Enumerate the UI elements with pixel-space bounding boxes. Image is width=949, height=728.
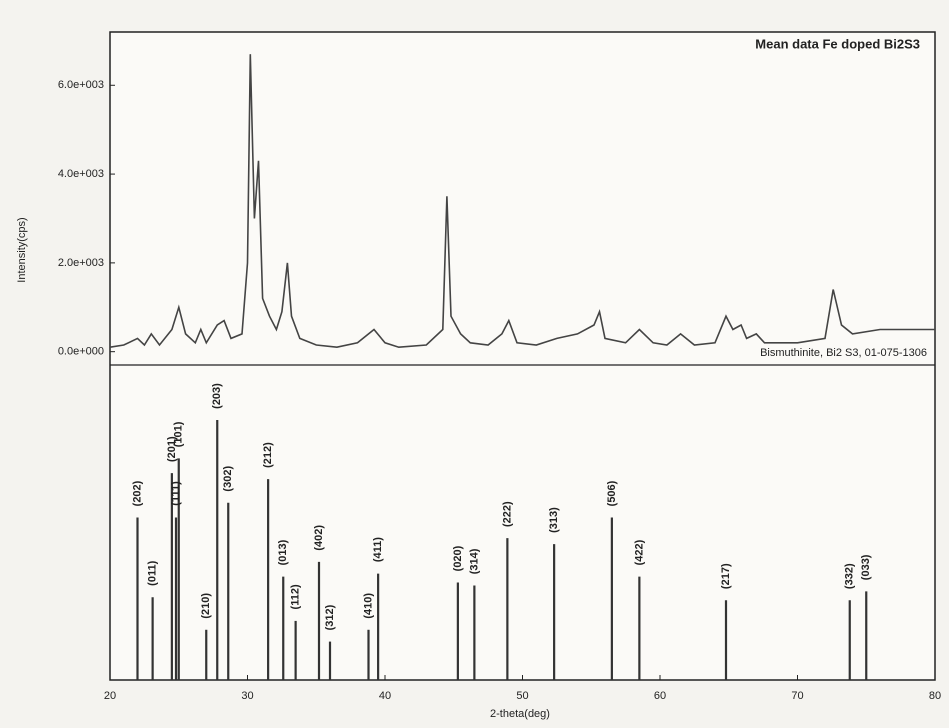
hkl-label: (313)	[548, 507, 560, 533]
hkl-label: (506)	[606, 480, 618, 506]
hkl-label: (011)	[147, 560, 159, 585]
hkl-label: (101)	[173, 421, 185, 447]
x-tick-label: 20	[104, 690, 116, 702]
y-tick-label: 2.0e+003	[58, 257, 104, 269]
hkl-label: (111)	[170, 481, 182, 506]
hkl-label: (222)	[501, 501, 513, 527]
x-tick-label: 80	[929, 690, 941, 702]
y-axis-label: Intensity(cps)	[16, 217, 28, 282]
hkl-label: (203)	[211, 383, 223, 409]
hkl-label: (402)	[313, 525, 325, 551]
y-tick-label: 6.0e+003	[58, 79, 104, 91]
x-tick-label: 50	[516, 690, 528, 702]
hkl-label: (201)	[166, 436, 178, 462]
x-tick-label: 70	[791, 690, 803, 702]
hkl-label: (217)	[720, 563, 732, 589]
xrd-pattern	[109, 54, 935, 349]
hkl-label: (020)	[452, 545, 464, 571]
hkl-label: (210)	[200, 593, 212, 619]
x-tick-label: 40	[379, 690, 391, 702]
hkl-label: (013)	[277, 539, 289, 565]
hkl-label: (422)	[633, 539, 645, 565]
y-tick-label: 0.0e+000	[58, 346, 104, 358]
hkl-label: (332)	[844, 563, 856, 589]
plot-frame	[109, 31, 936, 681]
legend-label: Bismuthinite, Bi2 S3, 01-075-1306	[760, 347, 927, 359]
hkl-label: (411)	[372, 537, 384, 562]
hkl-label: (202)	[131, 480, 143, 506]
hkl-label: (312)	[324, 604, 336, 630]
hkl-label: (314)	[468, 548, 480, 574]
hkl-label: (410)	[362, 593, 374, 619]
x-axis-label: 2-theta(deg)	[490, 708, 550, 720]
hkl-label: (302)	[222, 466, 234, 492]
chart-title: Mean data Fe doped Bi2S3	[755, 36, 920, 51]
x-tick-label: 60	[654, 690, 666, 702]
hkl-label: (112)	[290, 584, 302, 609]
hkl-label: (033)	[860, 554, 872, 580]
x-tick-label: 30	[241, 690, 253, 702]
y-tick-label: 4.0e+003	[58, 168, 104, 180]
hkl-label: (212)	[262, 442, 274, 468]
